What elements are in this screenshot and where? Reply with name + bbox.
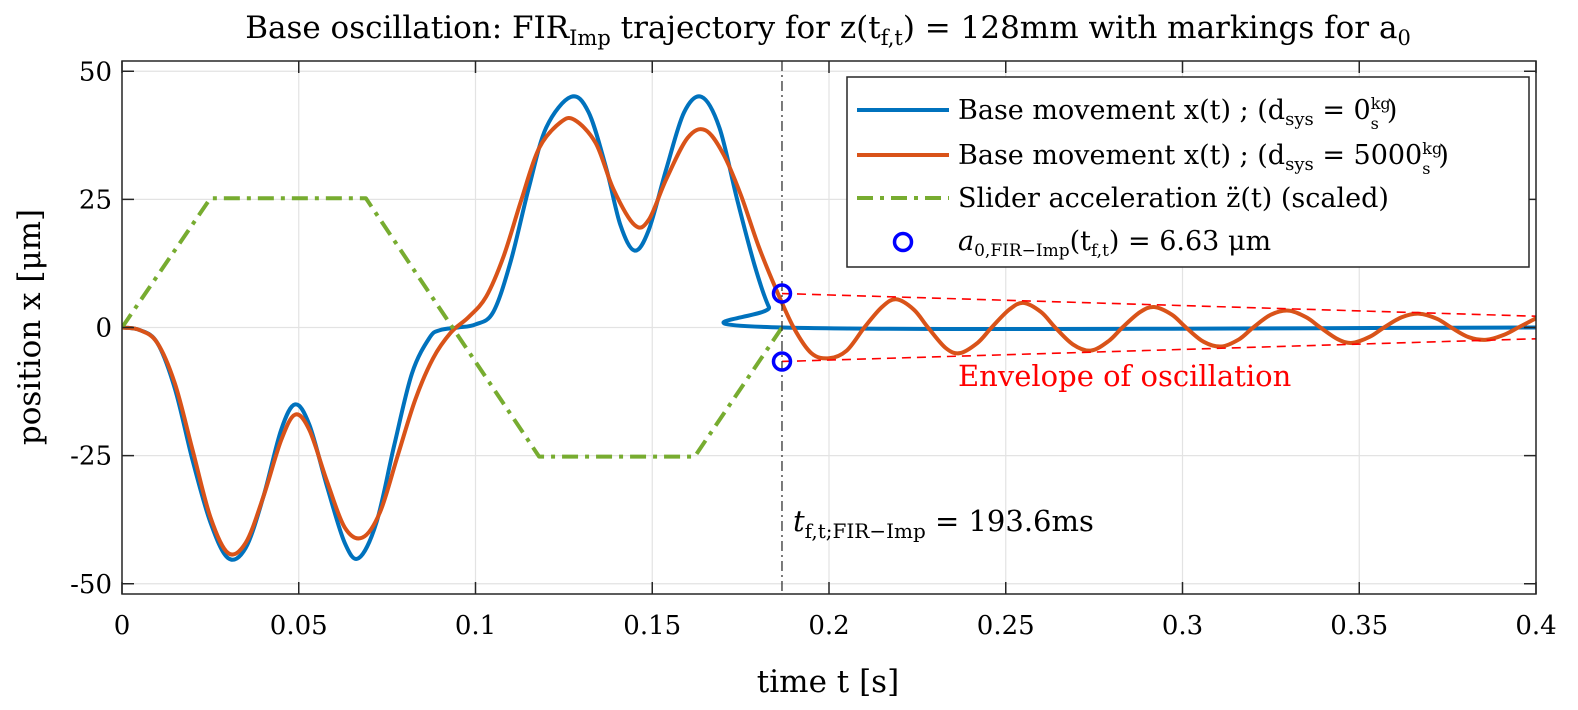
legend-sub: sys <box>1285 154 1314 175</box>
legend-frac-num: kg <box>1422 139 1442 158</box>
envelope-upper-line <box>781 292 1536 318</box>
legend-text: Base movement x(t) ; (d <box>958 140 1285 171</box>
x-tick-label: 0.1 <box>455 611 496 641</box>
a0-marker-lower <box>771 351 793 372</box>
x-tick-label: 0.15 <box>623 611 681 641</box>
legend-text: = 5000 <box>1314 140 1423 171</box>
legend-text: (t <box>1070 226 1092 257</box>
title-sub: Imp <box>569 26 611 50</box>
legend-label-base-d0: Base movement x(t) ; (dsys = 0kg s) <box>958 94 1397 133</box>
x-tick-label: 0.4 <box>1515 611 1556 641</box>
title-part: trajectory for z(t <box>611 10 881 46</box>
legend-sub: sys <box>1285 109 1314 130</box>
x-tick-label: 0.2 <box>808 611 849 641</box>
legend: Base movement x(t) ; (dsys = 0kg s) Base … <box>846 76 1530 268</box>
title-sub: f,t <box>881 26 904 50</box>
y-axis-label: position x [μm] <box>12 209 48 445</box>
envelope-lower-line <box>781 337 1536 363</box>
x-tick-label: 0.05 <box>270 611 328 641</box>
legend-label-marker: a0,FIR−Imp(tf,t) = 6.63 μm <box>958 226 1271 261</box>
legend-sub: 0,FIR−Imp <box>974 241 1070 261</box>
chart-title: Base oscillation: FIRImp trajectory for … <box>245 10 1411 50</box>
x-tick-label: 0 <box>114 611 131 641</box>
y-tick-label: -25 <box>70 442 112 472</box>
series-base-d5000 <box>122 116 1536 557</box>
title-part: Base oscillation: FIR <box>245 10 571 46</box>
legend-sub: f,t <box>1091 241 1109 261</box>
legend-swatch-marker <box>892 231 914 253</box>
tf-annotation: tf,t;FIR−Imp = 193.6ms <box>793 504 1094 543</box>
series-base-d0 <box>122 94 1536 562</box>
legend-text: = 0 <box>1314 95 1371 126</box>
ticks: 0 0.05 0.1 0.15 0.2 0.25 0.3 0.35 0.4 -50 -25 0 25 50 <box>70 57 1557 641</box>
legend-text: ) <box>1387 95 1398 126</box>
legend-box <box>846 76 1530 268</box>
y-tick-label: -50 <box>70 570 112 600</box>
title-sub: 0 <box>1397 26 1410 50</box>
legend-frac-den: s <box>1422 159 1430 178</box>
legend-label-base-d5000: Base movement x(t) ; (dsys = 5000kg s) <box>958 139 1449 178</box>
marker-layer <box>771 61 793 594</box>
series-layer <box>122 94 1536 562</box>
a0-marker-upper <box>771 283 793 304</box>
envelope-label: Envelope of oscillation <box>958 359 1291 393</box>
x-tick-label: 0.3 <box>1162 611 1203 641</box>
y-tick-label: 0 <box>95 314 112 344</box>
legend-label-slider: Slider acceleration z̈(t) (scaled) <box>958 183 1389 214</box>
series-slider-acceleration <box>122 196 784 459</box>
x-axis-label: time t [s] <box>757 664 899 700</box>
legend-text: a <box>958 226 974 257</box>
x-tick-label: 0.35 <box>1330 611 1388 641</box>
tf-annotation-sub: f,t;FIR−Imp <box>805 519 926 543</box>
x-tick-label: 0.25 <box>977 611 1035 641</box>
tf-annotation-var: t <box>793 504 805 538</box>
legend-text: ) <box>1438 140 1449 171</box>
legend-text: Base movement x(t) ; (d <box>958 95 1285 126</box>
legend-text: ) = 6.63 μm <box>1109 226 1271 257</box>
tf-annotation-value: = 193.6ms <box>926 504 1094 538</box>
legend-frac-den: s <box>1371 114 1379 133</box>
title-part: ) = 128mm with markings for a <box>903 10 1398 46</box>
y-tick-label: 25 <box>79 185 112 215</box>
y-tick-label: 50 <box>79 57 112 87</box>
legend-frac-num: kg <box>1371 94 1391 113</box>
